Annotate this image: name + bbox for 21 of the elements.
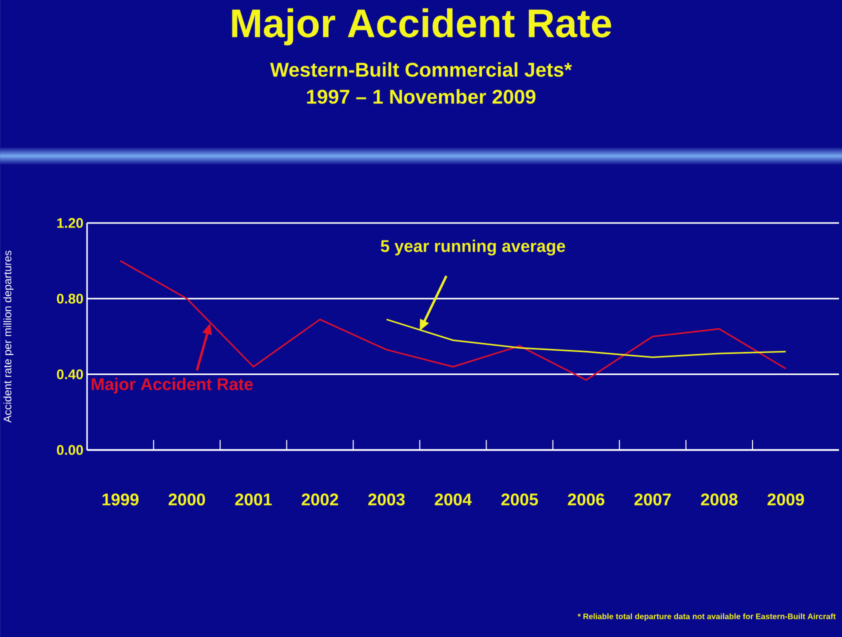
- y-axis-title: Accident rate per million departures: [3, 250, 14, 423]
- x-tick-label: 2008: [700, 493, 738, 506]
- x-tick-label: 2001: [235, 493, 272, 506]
- y-tick-label: 0.80: [56, 294, 83, 304]
- series-label: Major Accident Rate: [92, 378, 253, 394]
- chart-subtitle: Western-Built Commercial Jets*: [270, 62, 572, 77]
- text: 1997 – 1 November 2009: [307, 89, 536, 104]
- y-tick-label: 0.00: [56, 445, 83, 455]
- x-tick-label: 2003: [368, 493, 405, 506]
- x-tick-label: 2007: [634, 493, 671, 506]
- chart-title: Major Accident Rate: [232, 8, 612, 46]
- text: 5 year running average: [380, 240, 566, 256]
- x-tick-label: 2005: [501, 493, 538, 506]
- x-tick-label: 2006: [568, 493, 604, 506]
- x-tick-label: 1999: [102, 493, 139, 506]
- y-tick-label: 1.20: [57, 218, 83, 228]
- x-tick-label: 2002: [302, 493, 338, 506]
- x-tick-label: 2009: [768, 493, 804, 506]
- x-tick-label: 2004: [434, 493, 472, 506]
- x-tick-label: 2000: [168, 493, 205, 506]
- y-tick-label: 0.40: [56, 369, 83, 380]
